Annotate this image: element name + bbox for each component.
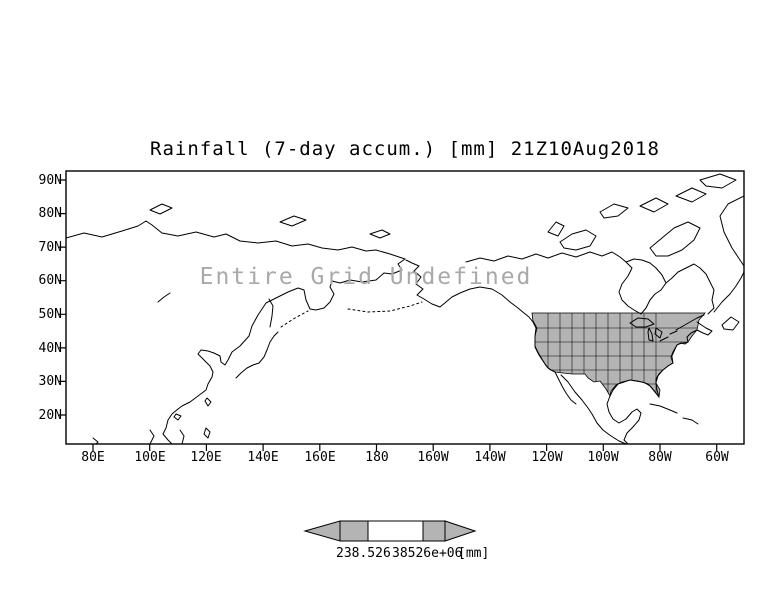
xtick-label-160e: 160E <box>304 450 336 465</box>
xtick-label-60w: 60W <box>705 450 729 465</box>
xtick-label-160w: 160W <box>417 450 449 465</box>
xtick-label-140w: 140W <box>474 450 506 465</box>
tick-marks <box>59 179 718 451</box>
xtick-label-80e: 80E <box>81 450 105 465</box>
ytick-label-40n: 40N <box>38 341 62 356</box>
ytick-label-90n: 90N <box>38 173 62 188</box>
ytick-label-80n: 80N <box>38 206 62 221</box>
colorbar-unit-label: [mm] <box>458 546 490 561</box>
xtick-label-80w: 80W <box>648 450 672 465</box>
xtick-label-120w: 120W <box>531 450 563 465</box>
us-shaded-region <box>531 312 706 398</box>
plot-title: Rainfall (7-day accum.) [mm] 21Z10Aug201… <box>150 138 660 160</box>
map-frame <box>65 170 745 445</box>
ytick-label-30n: 30N <box>38 374 62 389</box>
state-borders <box>532 313 705 397</box>
xtick-label-140e: 140E <box>247 450 279 465</box>
colorbar-label-right: 38526e+06 <box>392 546 463 561</box>
ytick-label-20n: 20N <box>38 408 62 423</box>
colorbar-label-left: 238.526 <box>336 546 391 561</box>
colorbar-arrow <box>303 520 477 542</box>
xtick-label-180: 180 <box>365 450 389 465</box>
xtick-label-120e: 120E <box>190 450 222 465</box>
xtick-label-100w: 100W <box>587 450 619 465</box>
ytick-label-60n: 60N <box>38 273 62 288</box>
xtick-label-100e: 100E <box>134 450 166 465</box>
ytick-label-70n: 70N <box>38 240 62 255</box>
entire-grid-undefined-text: Entire Grid Undefined <box>199 264 533 290</box>
ytick-label-50n: 50N <box>38 307 62 322</box>
coastlines <box>66 173 744 444</box>
